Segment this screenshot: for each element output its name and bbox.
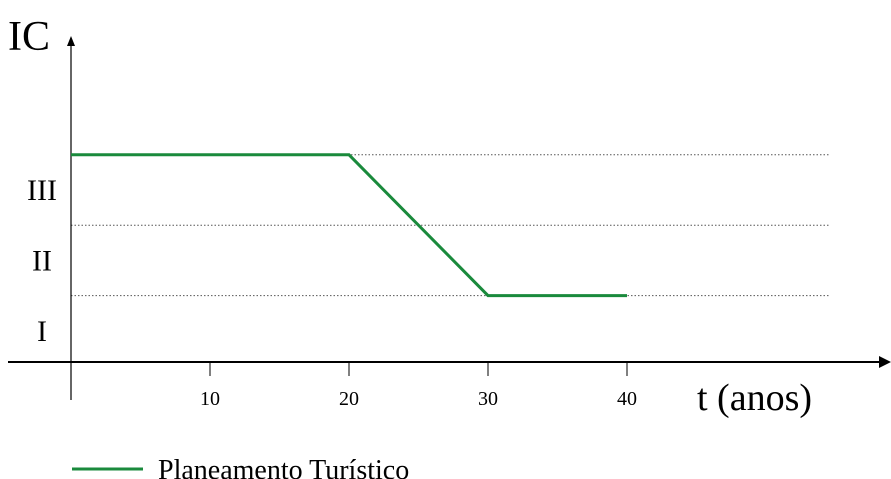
y-level-label: I xyxy=(37,315,47,348)
y-level-label: II xyxy=(32,244,52,277)
legend: Planeamento Turístico xyxy=(72,455,409,479)
gridlines xyxy=(71,154,830,297)
y-level-label: III xyxy=(27,174,57,207)
series-line xyxy=(71,153,627,298)
x-axis-label: t (anos) xyxy=(697,377,812,419)
x-tick-label: 10 xyxy=(200,388,220,410)
y-axis-arrow xyxy=(67,36,75,46)
x-ticks: 10 20 30 40 xyxy=(200,362,637,410)
x-tick-label: 20 xyxy=(339,388,359,410)
legend-label: Planeamento Turístico xyxy=(158,455,409,479)
series-group xyxy=(71,153,627,298)
x-axis-arrow xyxy=(879,356,891,368)
x-tick-label: 30 xyxy=(478,388,498,410)
y-axis-label: IC xyxy=(8,14,50,60)
x-tick-label: 40 xyxy=(617,388,637,410)
